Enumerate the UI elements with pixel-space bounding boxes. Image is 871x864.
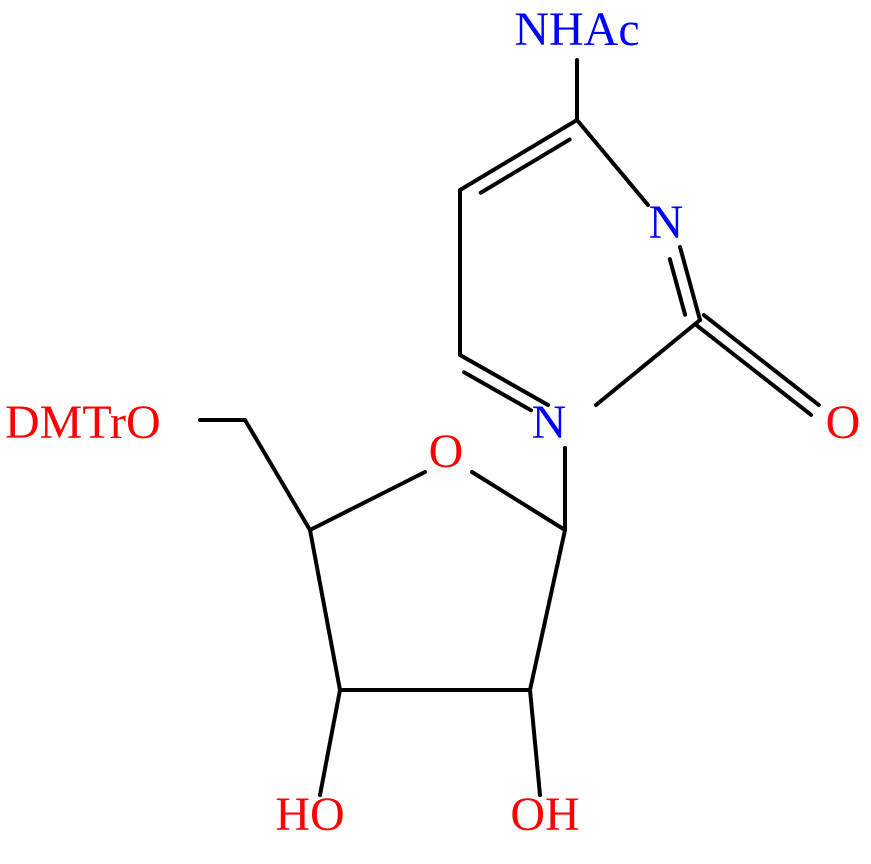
atom-label-HO: HO <box>275 788 344 841</box>
atom-label-O_keto: O <box>826 396 861 449</box>
atom-label-O_ring: O <box>429 425 464 478</box>
bonds-layer <box>200 60 819 795</box>
labels-layer: NHAc N N O O DMTrO HO OH <box>5 3 860 841</box>
atom-label-N2: N <box>532 396 567 449</box>
atom-label-NHAc: NHAc <box>514 3 639 56</box>
atom-label-DMTrO: DMTrO <box>5 396 161 449</box>
atom-label-N1: N <box>649 196 684 249</box>
atom-label-OH: OH <box>510 788 579 841</box>
molecule-diagram: NHAc N N O O DMTrO HO OH <box>0 0 871 864</box>
